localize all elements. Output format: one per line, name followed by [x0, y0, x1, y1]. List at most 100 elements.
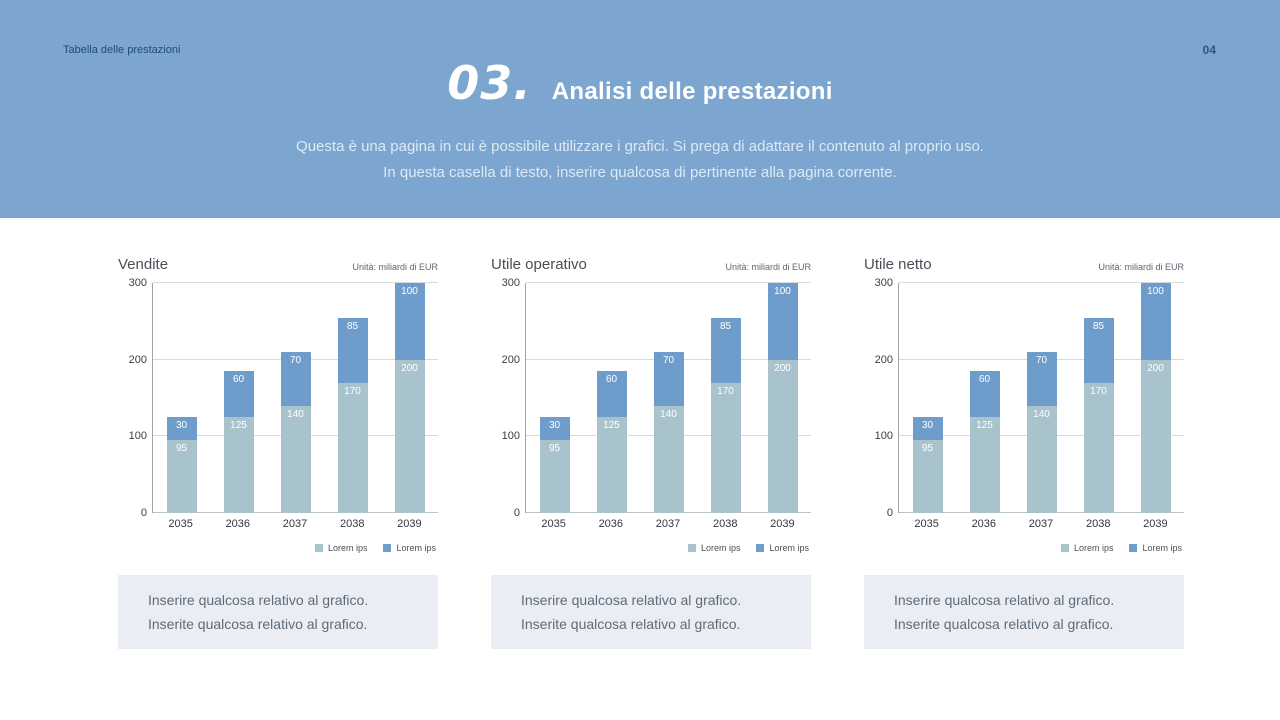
x-axis-label: 2038	[1085, 518, 1111, 530]
bar-value-label: 60	[232, 374, 245, 386]
y-tick-label: 0	[140, 507, 147, 519]
chart-panel: Utile operativo Unità: miliardi di EUR 0…	[491, 256, 811, 649]
bar-value-label: 140	[1033, 408, 1050, 420]
chart-plot-area: 0 100 200 300 95 30 125 60 140 70 170 85 200 100	[875, 277, 1184, 519]
x-axis-label: 2035	[168, 518, 193, 530]
stacked-bar-2036: 125 60	[969, 371, 1000, 513]
section-number: 03.	[447, 56, 532, 110]
bar-slot-2035: 95 30	[153, 417, 210, 513]
stacked-bar-2035: 95 30	[912, 417, 943, 513]
legend-swatch-icon	[1129, 544, 1138, 552]
bar-segment: 170	[1083, 382, 1114, 513]
note-line: Inserire qualcosa relativo al grafico.	[894, 592, 1115, 608]
legend-swatch-icon	[314, 544, 323, 552]
chart-title: Vendite	[118, 256, 169, 273]
y-tick-label: 100	[501, 430, 520, 443]
x-axis-label: 2035	[541, 518, 566, 530]
note-line: Inserire qualcosa relativo al grafico.	[148, 592, 369, 608]
chart-bars: 95 30 125 60 140 70 170 85 200 100	[153, 283, 438, 513]
bar-slot-2037: 140 70	[1013, 352, 1070, 513]
chart-plot-area: 0 100 200 300 95 30 125 60 140 70 170 85 200 100	[502, 277, 811, 519]
legend-item: Lorem ips	[1060, 543, 1114, 553]
bar-segment: 95	[166, 440, 197, 513]
chart-title: Utile netto	[864, 256, 932, 273]
stacked-bar-2037: 140 70	[653, 352, 684, 513]
legend-item: Lorem ips	[687, 543, 740, 553]
bar-slot-2036: 125 60	[956, 371, 1013, 513]
bar-value-label: 30	[921, 420, 934, 432]
bar-value-label: 200	[1147, 362, 1164, 374]
bar-slot-2039: 200 100	[754, 283, 811, 513]
bar-value-label: 60	[978, 374, 991, 386]
bar-value-label: 70	[662, 355, 675, 367]
bar-value-label: 140	[287, 408, 304, 420]
legend-item: Lorem ips	[1129, 543, 1182, 553]
legend-label: Lorem ips	[769, 543, 809, 553]
bar-value-label: 125	[230, 420, 247, 432]
chart-unit-label: Unità: miliardi di EUR	[352, 262, 438, 272]
bar-segment: 125	[596, 417, 627, 513]
bar-segment: 140	[1026, 405, 1057, 513]
y-tick-label: 200	[874, 353, 893, 366]
legend-label: Lorem ips	[1073, 543, 1114, 553]
gridline-300	[899, 282, 1184, 283]
bar-segment: 70	[280, 352, 311, 406]
bar-value-label: 170	[344, 385, 361, 397]
bar-value-label: 170	[1090, 385, 1107, 397]
bar-segment: 70	[653, 352, 684, 406]
bar-value-label: 85	[346, 320, 359, 332]
bar-segment: 200	[394, 359, 425, 513]
bar-segment: 85	[710, 317, 741, 383]
stacked-bar-2035: 95 30	[166, 417, 197, 513]
chart-unit-label: Unità: miliardi di EUR	[725, 262, 811, 272]
stacked-bar-2039: 200 100	[394, 283, 425, 513]
legend-swatch-icon	[1060, 544, 1069, 552]
bar-value-label: 60	[605, 374, 618, 386]
stacked-bar-2038: 170 85	[1083, 317, 1114, 513]
chart-bars: 95 30 125 60 140 70 170 85 200 100	[899, 283, 1184, 513]
bar-segment: 100	[767, 283, 798, 360]
x-axis-label: 2039	[1143, 518, 1168, 530]
gridline-300	[526, 282, 811, 283]
subtitle-line-1: Questa è una pagina in cui è possibile u…	[296, 138, 984, 155]
charts-row: Vendite Unità: miliardi di EUR 0 100 200 30…	[0, 218, 1280, 649]
stacked-bar-2035: 95 30	[539, 417, 570, 513]
bar-value-label: 30	[175, 420, 188, 432]
x-axis-label: 2038	[339, 518, 365, 530]
gridline-300	[153, 282, 438, 283]
bar-value-label: 140	[660, 408, 677, 420]
bar-value-label: 200	[774, 362, 791, 374]
bar-segment: 60	[223, 371, 254, 418]
bar-value-label: 95	[548, 443, 561, 455]
bar-value-label: 100	[401, 286, 418, 298]
subtitle: Questa è una pagina in cui è possibile u…	[0, 134, 1280, 186]
stacked-bar-2036: 125 60	[596, 371, 627, 513]
y-tick-label: 300	[128, 277, 147, 289]
chart-header: Utile netto Unità: miliardi di EUR	[864, 256, 1184, 273]
bar-segment: 60	[596, 371, 627, 418]
bar-segment: 60	[969, 371, 1000, 418]
bar-value-label: 170	[717, 385, 734, 397]
bar-segment: 70	[1026, 352, 1057, 406]
bar-segment: 200	[767, 359, 798, 513]
bar-slot-2037: 140 70	[267, 352, 324, 513]
bar-segment: 30	[166, 417, 197, 441]
legend-item: Lorem ips	[314, 543, 367, 553]
chart-header: Utile operativo Unità: miliardi di EUR	[491, 256, 811, 273]
bar-value-label: 95	[175, 443, 188, 455]
bar-segment: 170	[337, 382, 368, 513]
chart-bars: 95 30 125 60 140 70 170 85 200 100	[526, 283, 811, 513]
x-axis-label: 2039	[397, 518, 422, 530]
chart-note-box: Inserire qualcosa relativo al grafico. In…	[491, 575, 811, 649]
chart-x-axis-labels: 2035 2036 2037 2038 2039	[152, 518, 438, 530]
bar-slot-2038: 170 85	[697, 317, 754, 513]
legend-label: Lorem ips	[396, 543, 436, 553]
bar-segment: 85	[337, 317, 368, 383]
page-number: 04	[1202, 43, 1216, 57]
x-axis-label: 2036	[225, 518, 251, 530]
bar-segment: 125	[969, 417, 1000, 513]
note-line: Inserite qualcosa relativo al grafico.	[521, 616, 741, 632]
y-tick-label: 0	[513, 507, 520, 519]
bar-segment: 95	[912, 440, 943, 513]
bar-slot-2038: 170 85	[324, 317, 381, 513]
